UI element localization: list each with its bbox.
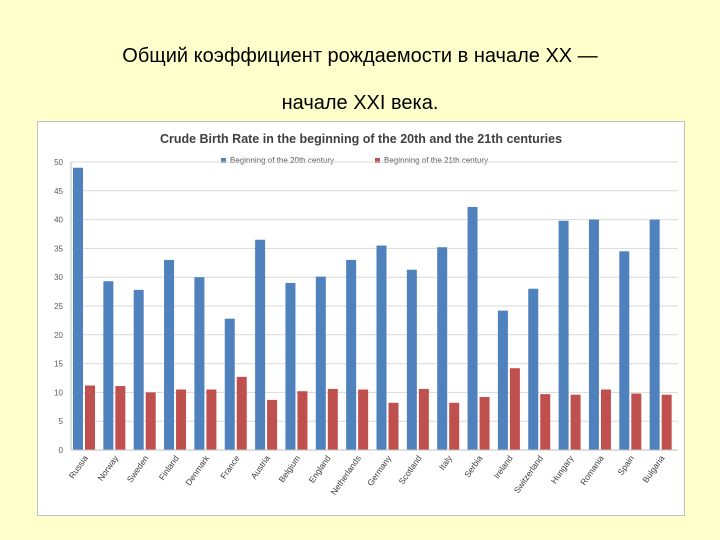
x-tick-label: Sweden	[125, 453, 151, 484]
legend-label: Beginning of the 21th century	[384, 156, 488, 165]
x-tick-label: Hungary	[549, 453, 576, 486]
x-tick-label: Finland	[157, 453, 181, 482]
bar-21th-france	[236, 376, 247, 450]
x-tick-label: France	[218, 453, 242, 481]
bar-21th-spain	[631, 393, 642, 450]
bar-21th-serbia	[479, 397, 490, 450]
bar-21th-austria	[267, 399, 278, 450]
bar-21th-italy	[449, 402, 460, 450]
y-tick-label: 25	[54, 302, 63, 311]
y-tick-label: 15	[54, 360, 63, 369]
legend-label: Beginning of the 20th century	[230, 156, 334, 165]
bars-group	[73, 167, 672, 450]
bar-21th-belgium	[297, 391, 308, 450]
bar-21th-switzerland	[540, 394, 551, 450]
x-tick-label: England	[307, 453, 333, 485]
bar-20th-denmark	[194, 277, 205, 450]
y-tick-label: 40	[54, 216, 63, 225]
x-tick-label: Russia	[67, 453, 90, 480]
bar-21th-denmark	[206, 389, 217, 450]
bar-21th-netherlands	[358, 389, 369, 450]
bar-21th-romania	[600, 389, 611, 450]
bar-20th-ireland	[497, 310, 508, 450]
y-tick-label: 10	[54, 388, 63, 397]
x-tick-label: Spain	[615, 453, 636, 477]
chart-container: Crude Birth Rate in the beginning of the…	[37, 121, 685, 516]
bar-20th-belgium	[285, 282, 296, 450]
bar-20th-italy	[437, 247, 448, 450]
bar-21th-russia	[85, 385, 95, 450]
bar-21th-bulgaria	[661, 394, 672, 450]
bar-20th-france	[224, 318, 235, 450]
slide-title-line-2: начале XXI века.	[281, 92, 439, 114]
bar-20th-bulgaria	[649, 219, 660, 450]
x-tick-label: Belgium	[276, 453, 302, 484]
bar-21th-england	[327, 388, 338, 450]
bar-21th-hungary	[570, 394, 581, 450]
x-tick-label: Denmark	[183, 453, 211, 488]
legend-swatch	[375, 158, 380, 163]
bar-chart: Crude Birth Rate in the beginning of the…	[54, 132, 678, 497]
x-tick-label: Romania	[578, 453, 606, 487]
y-tick-label: 0	[59, 446, 64, 455]
bar-20th-spain	[619, 251, 630, 450]
y-axis: 0 5 10 15 20 25 30 35 40 45 50	[54, 158, 72, 455]
bar-20th-finland	[164, 259, 175, 450]
bar-20th-england	[315, 276, 326, 450]
y-tick-label: 30	[54, 273, 63, 282]
bar-21th-sweden	[145, 392, 156, 450]
bar-21th-germany	[388, 402, 399, 450]
x-tick-label: Italy	[437, 453, 455, 472]
bar-20th-norway	[103, 281, 114, 450]
legend-swatch	[221, 158, 226, 163]
bar-20th-hungary	[558, 220, 569, 450]
chart-title: Crude Birth Rate in the beginning of the…	[160, 132, 562, 146]
bar-21th-scotland	[418, 388, 429, 450]
bar-21th-finland	[176, 389, 187, 450]
x-tick-label: Netherlands	[328, 453, 362, 496]
bar-20th-serbia	[467, 206, 478, 450]
y-tick-label: 35	[54, 244, 63, 253]
bar-20th-scotland	[406, 269, 417, 450]
x-tick-label: Ireland	[492, 453, 515, 480]
bar-20th-germany	[376, 245, 387, 450]
x-tick-label: Serbia	[462, 453, 484, 479]
bar-20th-netherlands	[346, 259, 357, 450]
bar-20th-switzerland	[528, 288, 539, 450]
x-tick-label: Norway	[95, 453, 120, 483]
y-tick-label: 45	[54, 187, 63, 196]
bar-20th-sweden	[133, 289, 144, 450]
y-tick-label: 50	[54, 158, 63, 167]
x-tick-label: Scotland	[396, 453, 423, 486]
x-tick-label: Bulgaria	[640, 453, 666, 485]
y-tick-label: 5	[59, 417, 64, 426]
bar-20th-austria	[255, 239, 266, 450]
x-tick-label: Germany	[365, 453, 394, 488]
x-tick-label: Austria	[249, 453, 273, 481]
bar-21th-norway	[115, 386, 126, 450]
y-tick-label: 20	[54, 331, 63, 340]
bar-20th-romania	[588, 219, 599, 450]
x-tick-label: Switzerland	[512, 453, 546, 495]
chart-legend: Beginning of the 20th century Beginning o…	[221, 156, 488, 165]
x-axis: Russia Norway Sweden Finland Denmark France Au…	[67, 449, 678, 497]
bar-20th-russia	[73, 167, 83, 450]
grid-lines	[71, 161, 678, 451]
slide-title-line-1: Общий коэффициент рождаемости в начале X…	[122, 45, 598, 67]
bar-21th-ireland	[509, 368, 520, 450]
